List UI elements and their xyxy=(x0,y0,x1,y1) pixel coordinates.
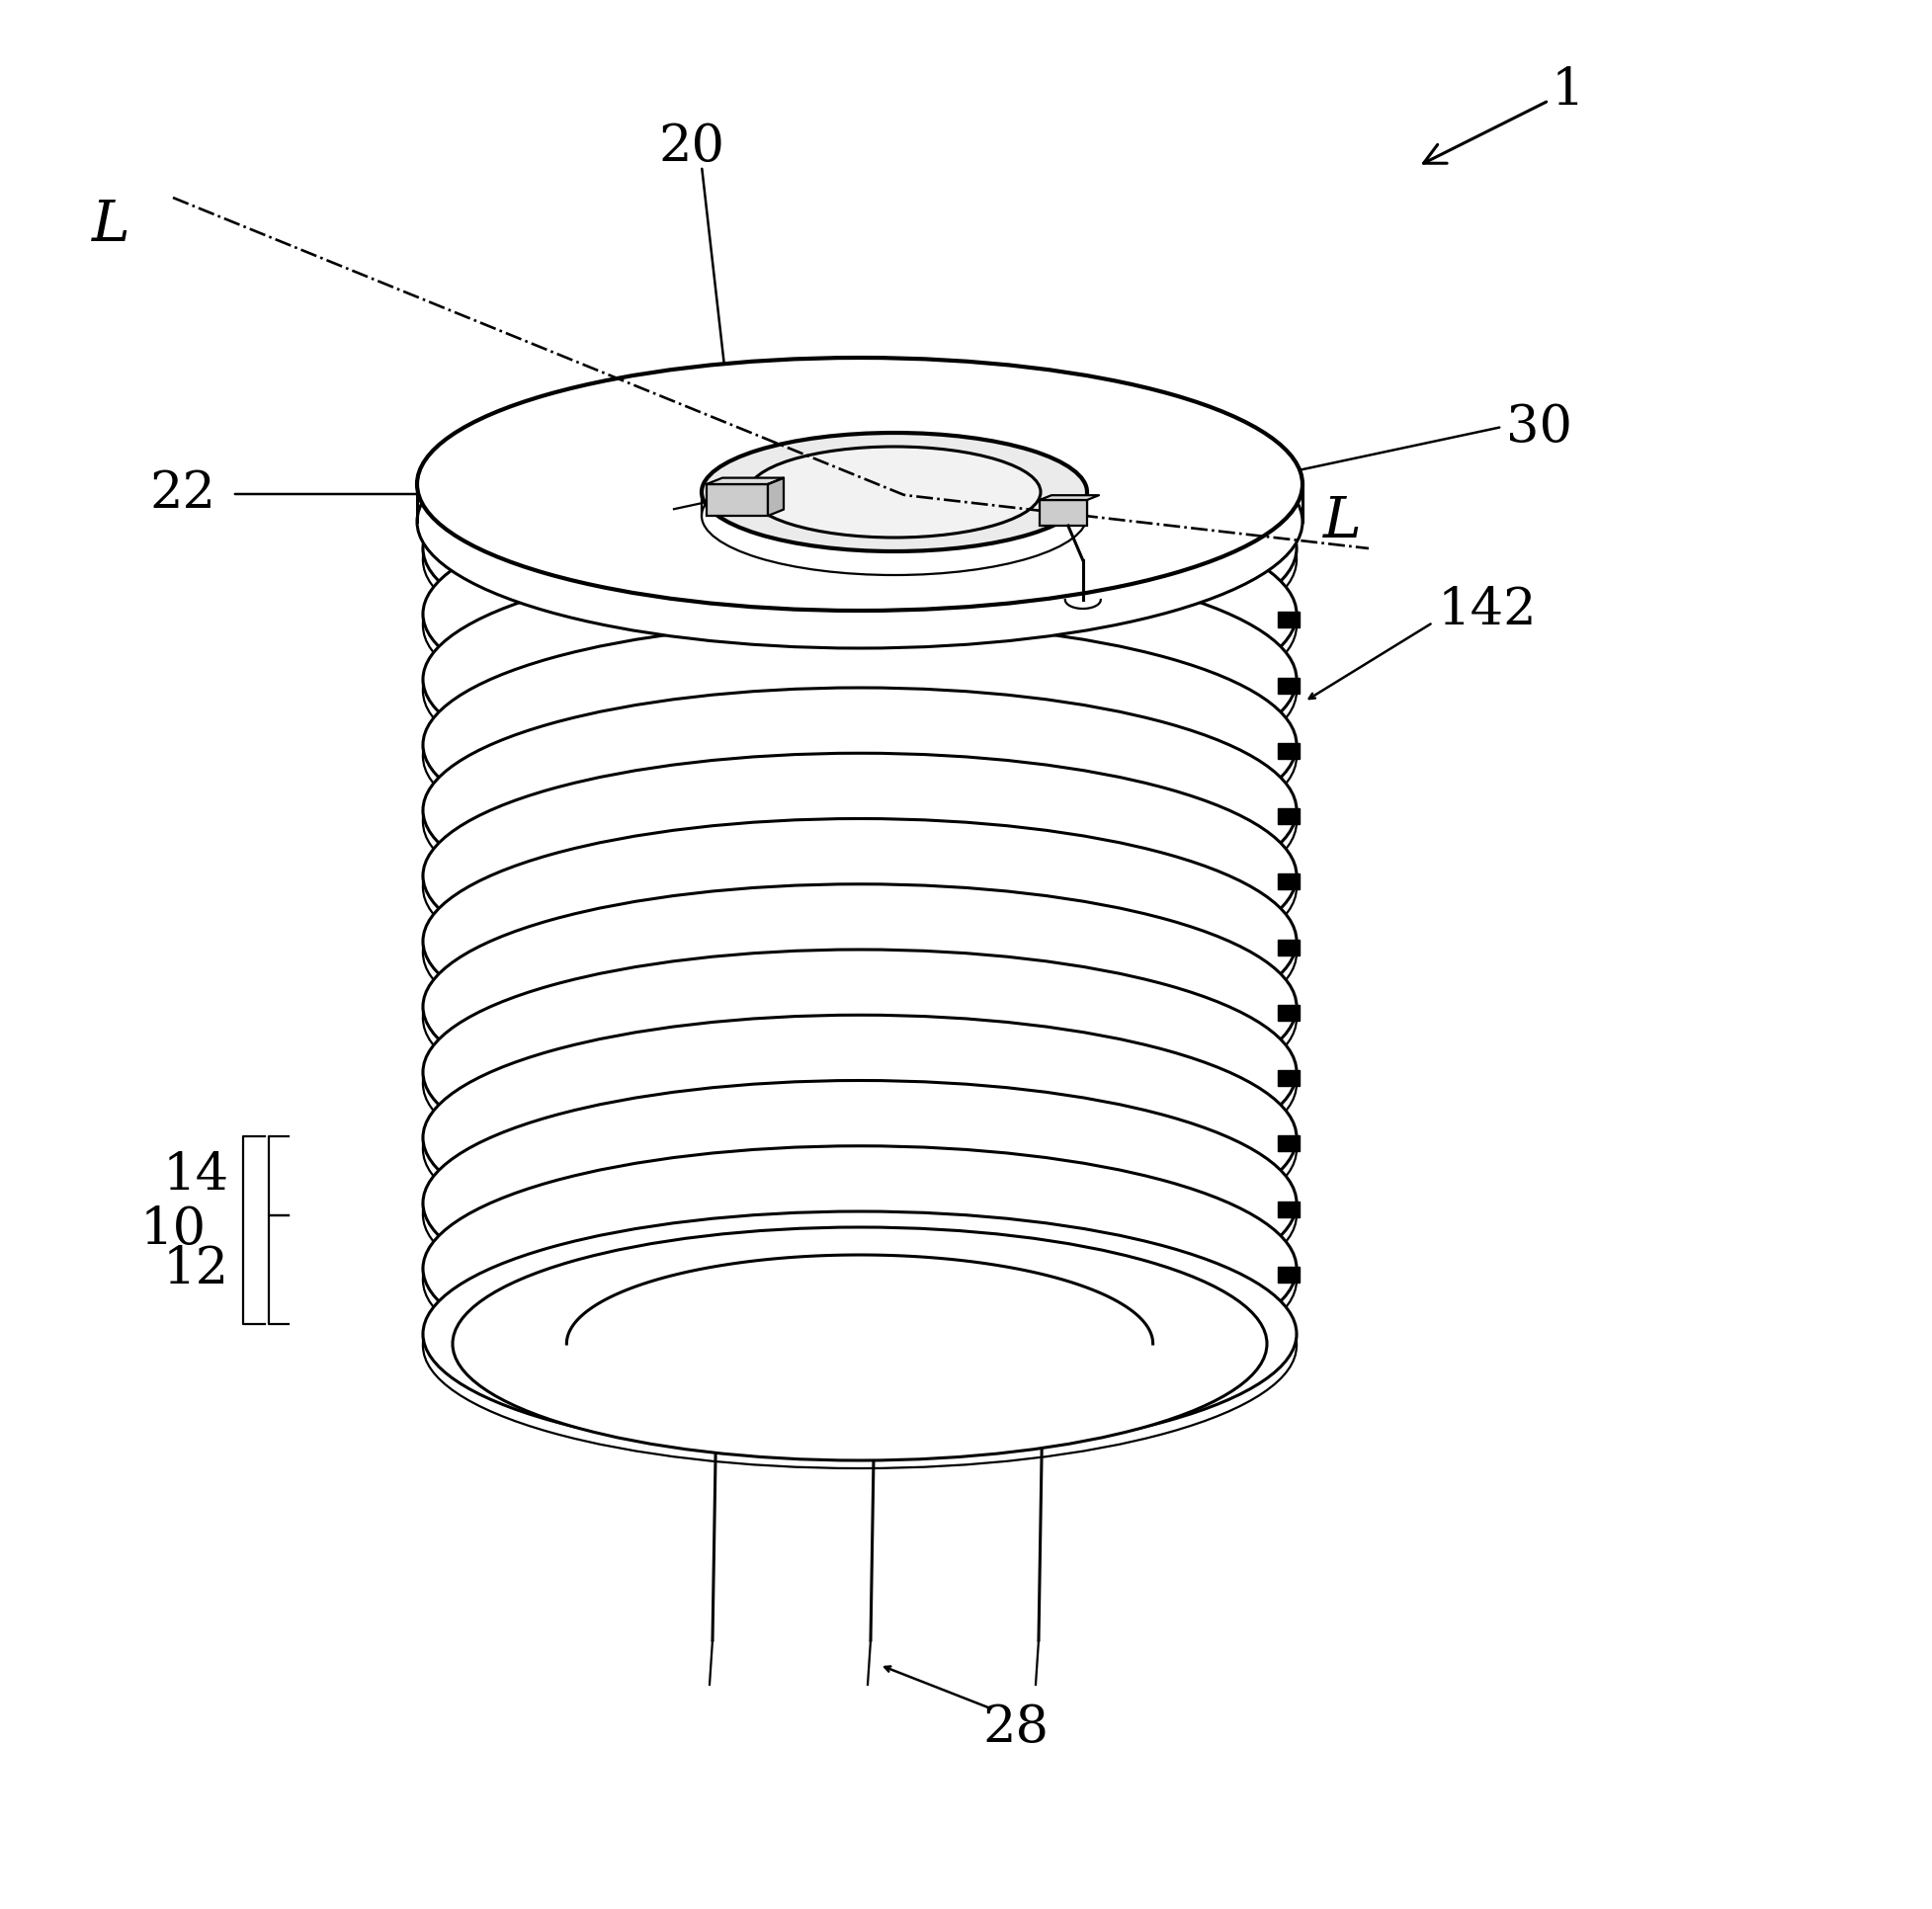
Ellipse shape xyxy=(417,357,1302,611)
Bar xyxy=(1277,939,1300,954)
Text: 30: 30 xyxy=(1507,401,1573,452)
Ellipse shape xyxy=(423,754,1296,998)
Bar xyxy=(1277,613,1300,628)
Text: 142: 142 xyxy=(1437,586,1538,636)
Ellipse shape xyxy=(417,395,1302,649)
Text: L: L xyxy=(91,197,129,254)
Bar xyxy=(1277,678,1300,693)
Text: 20: 20 xyxy=(659,120,724,172)
Ellipse shape xyxy=(423,1016,1296,1260)
Polygon shape xyxy=(767,477,784,515)
Ellipse shape xyxy=(423,557,1296,802)
Bar xyxy=(1277,1071,1300,1086)
Text: 14: 14 xyxy=(162,1151,228,1201)
Ellipse shape xyxy=(423,622,1296,867)
Ellipse shape xyxy=(423,687,1296,934)
Ellipse shape xyxy=(423,426,1296,670)
Ellipse shape xyxy=(748,447,1041,538)
Polygon shape xyxy=(566,1254,1153,1344)
Text: 12: 12 xyxy=(162,1245,228,1294)
Ellipse shape xyxy=(423,884,1296,1128)
Ellipse shape xyxy=(452,1227,1267,1460)
Bar xyxy=(1039,500,1088,525)
Text: L: L xyxy=(1323,494,1362,550)
Text: 1: 1 xyxy=(1424,65,1584,164)
Text: 10: 10 xyxy=(139,1205,207,1256)
Ellipse shape xyxy=(423,1080,1296,1325)
Bar xyxy=(707,485,767,515)
Bar xyxy=(1277,743,1300,758)
Polygon shape xyxy=(1039,494,1099,500)
Bar xyxy=(1277,874,1300,890)
Ellipse shape xyxy=(423,1212,1296,1457)
Bar xyxy=(1277,808,1300,825)
Text: 22: 22 xyxy=(149,470,216,519)
Bar xyxy=(1277,1136,1300,1151)
Ellipse shape xyxy=(423,1145,1296,1392)
Ellipse shape xyxy=(701,433,1088,552)
Ellipse shape xyxy=(423,949,1296,1195)
Bar xyxy=(1277,1004,1300,1021)
Bar xyxy=(1277,1201,1300,1216)
Text: 28: 28 xyxy=(983,1703,1049,1752)
Polygon shape xyxy=(707,477,784,485)
Ellipse shape xyxy=(423,491,1296,737)
Ellipse shape xyxy=(423,819,1296,1063)
Bar xyxy=(1277,1266,1300,1283)
